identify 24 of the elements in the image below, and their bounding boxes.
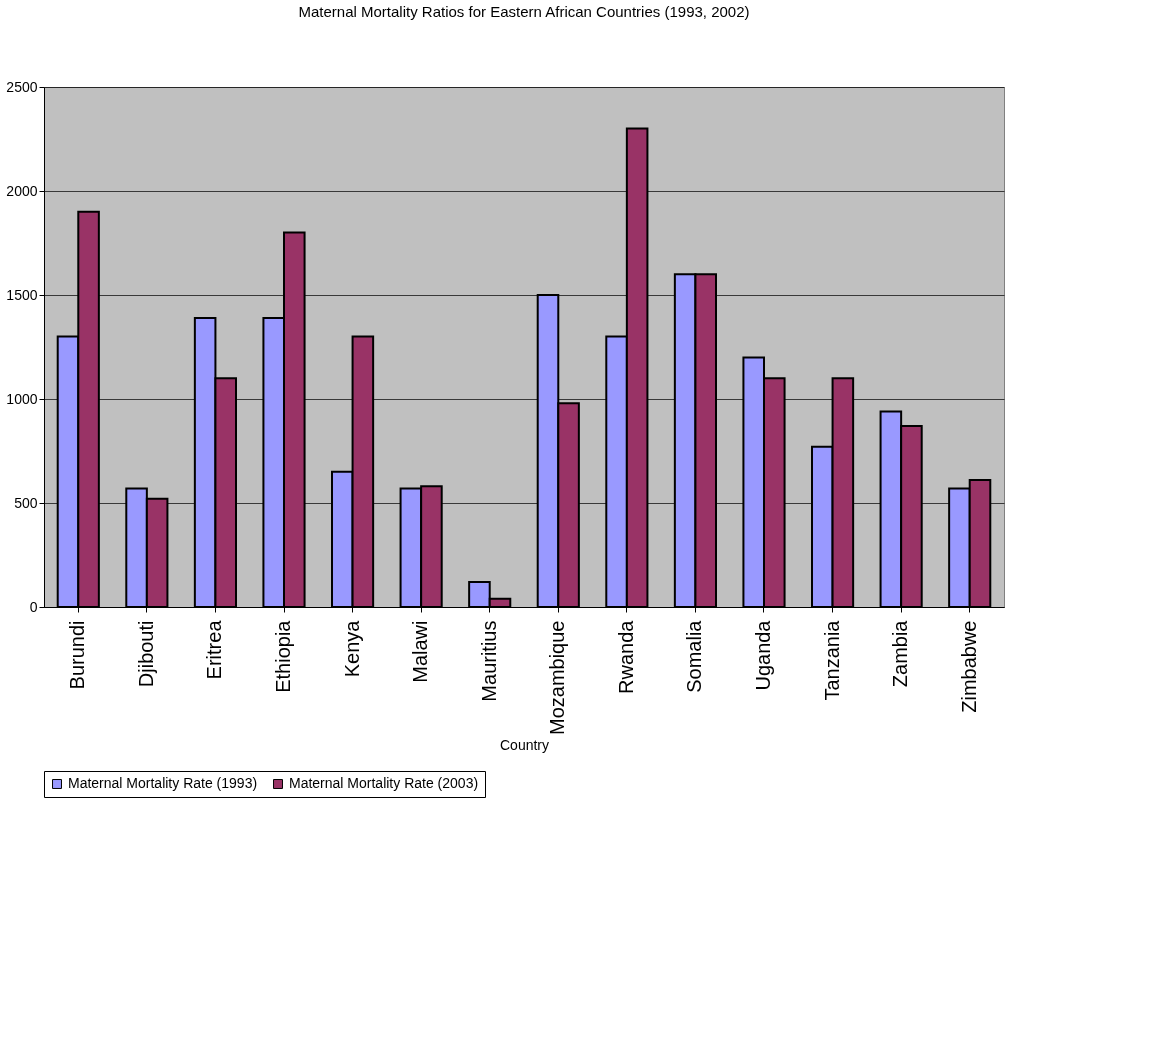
x-tick-label: Eritrea [203,619,226,680]
legend-label: Maternal Mortality Rate (2003) [289,775,479,791]
x-axis-title: Country [499,737,550,753]
x-tick-label: Mauritius [477,620,500,702]
x-tick-label: Malawi [409,620,432,683]
legend-label: Maternal Mortality Rate (1993) [68,775,258,791]
chart-title: Maternal Mortality Ratios for Eastern African Countries (1993, 2002) [298,3,750,20]
y-tick-label: 500 [14,494,38,511]
x-tick-label: Kenya [340,619,363,678]
y-tick-label: 2000 [6,182,38,199]
x-tick-label: Zambia [889,619,912,688]
y-tick-label: 2500 [6,78,38,95]
x-tick-label: Rwanda [614,619,637,694]
x-tick-label: Ethiopia [272,619,294,693]
x-tick-label: Burundi [66,620,89,690]
x-tick-label: Tanzania [820,619,843,701]
y-tick-label: 1000 [6,390,38,407]
x-tick-label: Djibouti [134,620,157,688]
x-tick-label: Mozambique [546,620,569,736]
x-tick-label: Somalia [683,619,706,693]
y-tick-label: 0 [29,598,38,615]
x-tick-label: Uganda [752,619,774,691]
x-tick-label: Zimbabwe [957,620,980,713]
y-tick-label: 1500 [6,286,38,303]
